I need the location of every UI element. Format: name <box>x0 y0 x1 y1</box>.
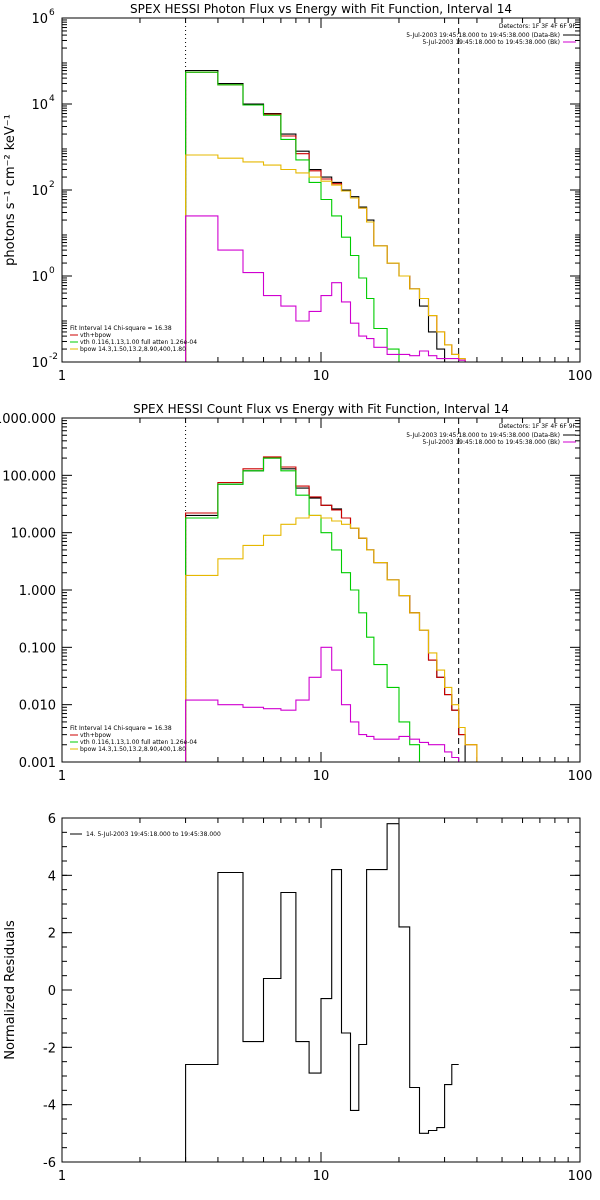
series-line-data-bk <box>185 457 466 762</box>
series-line-vth <box>185 71 411 362</box>
legend-entry: 5-Jul-2003 19:45:18.000 to 19:45:38.000 … <box>422 439 560 446</box>
y-tick-label: 4 <box>48 869 56 884</box>
y-tick-label: 1000.000 <box>0 412 56 427</box>
series-line-bpow <box>185 154 478 362</box>
x-tick-label: 100 <box>568 369 593 384</box>
y-tick-label: 10 <box>31 98 48 113</box>
series-line-vth <box>185 457 421 762</box>
series-line-data-bk <box>185 69 453 362</box>
y-tick-label: 0.010 <box>19 699 56 714</box>
chart-panel-2: SPEX HESSI Count Flux vs Energy with Fit… <box>0 402 592 784</box>
fit-legend-entry: bpow 14.3,1.50,13.2,8.90,400,1.80 <box>80 346 186 353</box>
fit-legend-entry: bpow 14.3,1.50,13.2,8.90,400,1.80 <box>80 746 186 753</box>
y-axis-label: photons s⁻¹ cm⁻² keV⁻¹ <box>3 114 18 266</box>
legend-entry: 5-Jul-2003 19:45:18.000 to 19:45:38.000 … <box>406 432 560 439</box>
y-tick-label: 2 <box>48 927 56 942</box>
x-tick-label: 1 <box>58 369 66 384</box>
y-tick-exponent: 6 <box>49 8 55 18</box>
y-tick-label: -6 <box>43 1156 56 1171</box>
legend-entry: 5-Jul-2003 19:45:18.000 to 19:45:38.000 … <box>422 39 560 46</box>
y-tick-exponent: 4 <box>49 94 55 104</box>
x-tick-label: 100 <box>568 769 593 784</box>
series-line-vth-bpow <box>185 71 478 362</box>
y-tick-label: 10 <box>31 184 48 199</box>
chart-panel-1: SPEX HESSI Photon Flux vs Energy with Fi… <box>3 2 592 384</box>
y-tick-label: 10.000 <box>11 527 57 542</box>
y-tick-label: 0.001 <box>19 756 56 771</box>
fit-info-label: Fit Interval 14 Chi-square = 16.38 <box>70 725 172 732</box>
legend-entry: 5-Jul-2003 19:45:18.000 to 19:45:38.000 … <box>406 32 560 39</box>
y-tick-label: 10 <box>31 356 48 371</box>
detectors-label: Detectors: 1F 3F 4F 6F 9F <box>499 423 577 430</box>
y-tick-label: -4 <box>43 1099 56 1114</box>
y-tick-label: -2 <box>43 1041 56 1056</box>
x-tick-label: 100 <box>568 1169 593 1184</box>
y-tick-label: 10 <box>31 270 48 285</box>
fit-legend-entry: vth+bpow <box>80 732 111 739</box>
series-line-vth-bpow <box>185 456 478 762</box>
plot-frame <box>61 417 581 763</box>
fit-legend-entry: vth 0.116,1.13,1.00 full atten 1.26e-04 <box>80 339 197 346</box>
chart-title: SPEX HESSI Count Flux vs Energy with Fit… <box>133 402 509 416</box>
y-tick-exponent: 2 <box>49 180 55 190</box>
x-tick-label: 10 <box>313 1169 330 1184</box>
fit-legend-entry: vth+bpow <box>80 332 111 339</box>
y-tick-exponent: 0 <box>49 266 55 276</box>
plot-frame <box>61 817 581 1163</box>
y-tick-label: 10 <box>31 12 48 27</box>
x-tick-label: 1 <box>58 1169 66 1184</box>
series-line-residuals <box>185 823 459 1162</box>
series-line-bpow <box>185 514 478 762</box>
y-tick-label: 1.000 <box>19 584 56 599</box>
detectors-label: Detectors: 1F 3F 4F 6F 9F <box>499 23 577 30</box>
chart-panel-3: 1 10 100 -6 -4 -2 0 2 4 6 Normalized Residuals 14. … <box>3 812 592 1184</box>
series-line-bk <box>185 646 466 762</box>
y-tick-label: 0.100 <box>19 641 56 656</box>
plot-frame <box>61 17 581 363</box>
fit-info-label: Fit Interval 14 Chi-square = 16.38 <box>70 325 172 332</box>
x-tick-label: 1 <box>58 769 66 784</box>
y-tick-exponent: -2 <box>49 352 58 362</box>
fit-legend-entry: vth 0.116,1.13,1.00 full atten 1.26e-04 <box>80 739 197 746</box>
legend-entry: 14. 5-Jul-2003 19:45:18.000 to 19:45:38.… <box>86 831 221 838</box>
x-tick-label: 10 <box>313 369 330 384</box>
y-axis-label: Normalized Residuals <box>3 920 18 1060</box>
y-tick-label: 100.000 <box>2 469 56 484</box>
series-line-bk <box>185 215 466 362</box>
x-tick-label: 10 <box>313 769 330 784</box>
y-tick-label: 0 <box>48 984 56 999</box>
y-tick-label: 6 <box>48 812 56 827</box>
chart-title: SPEX HESSI Photon Flux vs Energy with Fi… <box>130 2 512 16</box>
